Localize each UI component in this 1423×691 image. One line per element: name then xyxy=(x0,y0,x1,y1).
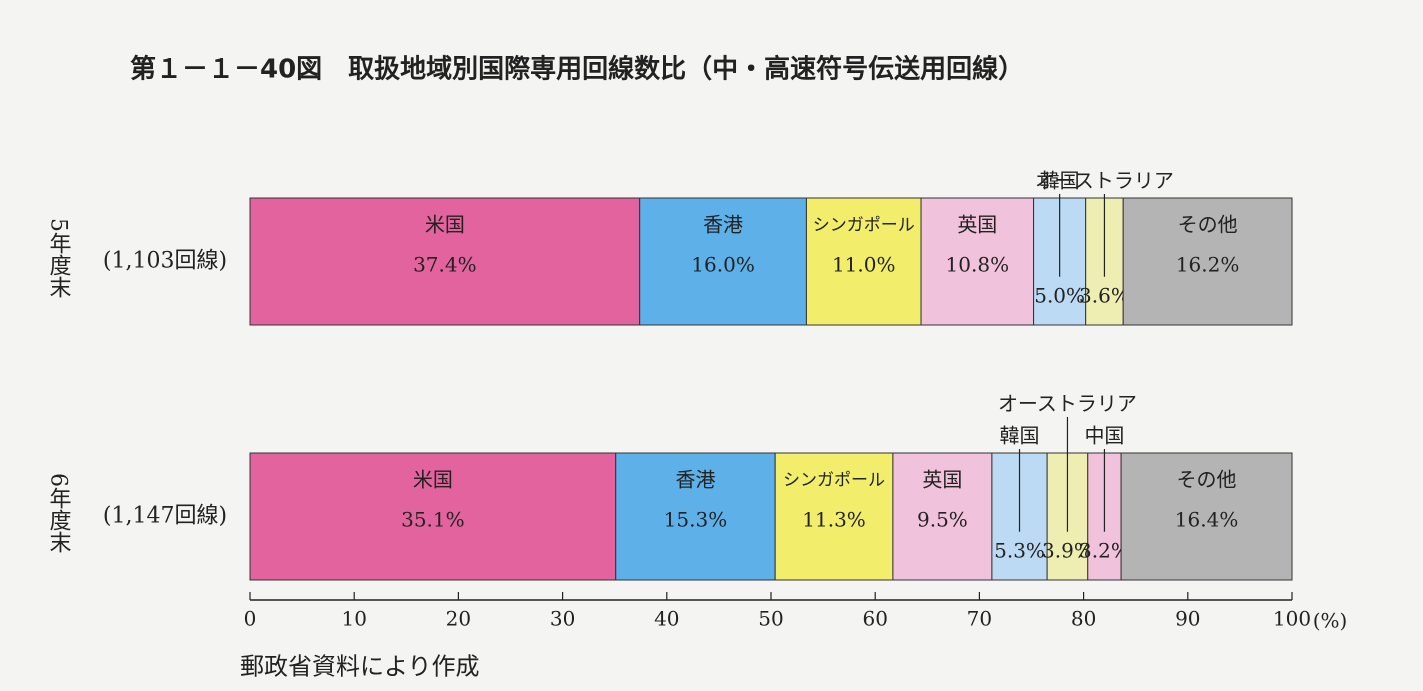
value-label: 16.2% xyxy=(1176,253,1240,277)
bar-segment xyxy=(639,197,807,326)
value-label: 15.3% xyxy=(664,508,728,532)
source-note: 郵政省資料により作成 xyxy=(240,653,480,681)
value-label: 16.4% xyxy=(1175,508,1239,532)
x-tick-label: 10 xyxy=(341,607,366,631)
segment-name: 英国 xyxy=(922,468,962,492)
segment-name: シンガポール xyxy=(783,471,885,491)
bar-segment xyxy=(805,197,922,326)
segment-name: シンガポール xyxy=(813,216,915,236)
bar-segment xyxy=(615,452,776,581)
x-tick-label: 60 xyxy=(862,607,887,631)
x-tick-label: 40 xyxy=(654,607,679,631)
segment-name: 中国 xyxy=(1084,424,1124,448)
category-sublabel: (1,103回線) xyxy=(103,249,227,274)
value-label: 35.1% xyxy=(401,508,465,532)
value-label: 11.0% xyxy=(832,253,896,277)
segment-name: 韓国 xyxy=(1040,169,1080,193)
value-label: 5.3% xyxy=(994,539,1045,563)
segment-name: オーストラリア xyxy=(1035,169,1174,193)
chart-title: 第１－１－40図 取扱地域別国際専用回線数比（中・高速符号伝送用回線） xyxy=(130,54,1024,85)
category-sublabel: (1,147回線) xyxy=(103,504,227,529)
value-label: 9.5% xyxy=(917,508,968,532)
value-label: 10.8% xyxy=(946,253,1010,277)
segment-name: その他 xyxy=(1177,468,1237,492)
x-tick-label: 100 xyxy=(1273,607,1311,631)
bar-segment xyxy=(1120,452,1293,581)
category-label: 6年度末 xyxy=(46,473,72,553)
x-tick-label: 80 xyxy=(1071,607,1096,631)
x-tick-label: 20 xyxy=(446,607,471,631)
segment-name: 米国 xyxy=(413,468,453,492)
segment-name: 香港 xyxy=(703,213,743,237)
bar-segment xyxy=(249,197,641,326)
bar-segment xyxy=(892,452,993,581)
segment-name: 米国 xyxy=(425,213,465,237)
x-tick-label: 50 xyxy=(758,607,783,631)
segment-name: その他 xyxy=(1178,213,1238,237)
segment-name: オーストラリア xyxy=(998,392,1137,416)
bar-segment xyxy=(774,452,894,581)
segment-name: 韓国 xyxy=(1000,424,1040,448)
x-tick-label: 70 xyxy=(967,607,992,631)
x-tick-label: 0 xyxy=(244,607,257,631)
category-label: 5年度末 xyxy=(46,218,72,298)
x-tick-label: 30 xyxy=(550,607,575,631)
value-label: 11.3% xyxy=(802,508,866,532)
value-label: 16.0% xyxy=(691,253,755,277)
value-label: 37.4% xyxy=(413,253,477,277)
x-tick-label: 90 xyxy=(1175,607,1200,631)
value-label: 3.6% xyxy=(1079,284,1130,308)
segment-name: 香港 xyxy=(675,468,715,492)
value-label: 5.0% xyxy=(1034,284,1085,308)
value-label: 3.9% xyxy=(1042,539,1093,563)
bar-segment xyxy=(1122,197,1293,326)
bar-segment xyxy=(920,197,1035,326)
x-unit: (%) xyxy=(1313,609,1348,633)
segment-name: 英国 xyxy=(957,213,997,237)
